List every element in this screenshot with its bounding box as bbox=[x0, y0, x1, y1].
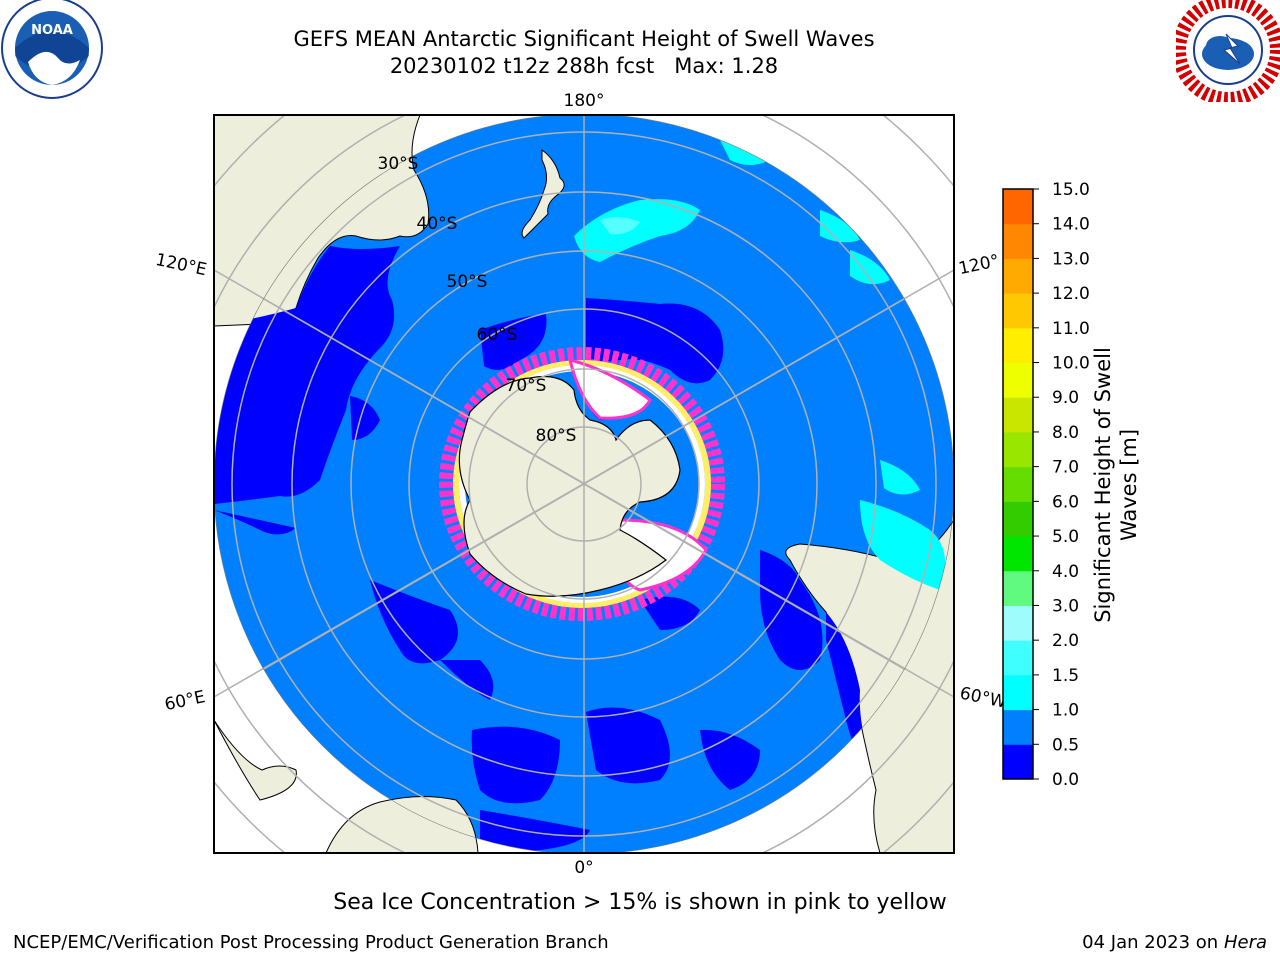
higher-swell-regions bbox=[574, 140, 946, 590]
latitude-label-60s: 60°S bbox=[477, 325, 518, 345]
colorbar-tick-label: 14.0 bbox=[1052, 215, 1090, 235]
footer-date: 04 Jan 2023 on Hera bbox=[1082, 932, 1267, 953]
colorbar-label: Significant Height of Swell Waves [m] bbox=[1090, 347, 1142, 623]
colorbar-tick-label: 8.0 bbox=[1052, 423, 1079, 443]
colorbar-cell bbox=[1003, 397, 1033, 433]
colorbar-cell bbox=[1003, 501, 1033, 537]
new-zealand-land bbox=[521, 149, 565, 239]
colorbar-frame bbox=[1002, 188, 1034, 780]
colorbar-cell bbox=[1003, 223, 1033, 259]
map-frame bbox=[213, 114, 955, 854]
title-line-1: GEFS MEAN Antarctic Significant Height o… bbox=[293, 27, 875, 51]
colorbar-cell bbox=[1003, 674, 1033, 711]
meridian-label-60w: 60°W bbox=[958, 683, 1008, 712]
colorbar-cell bbox=[1003, 431, 1033, 468]
colorbar-cell bbox=[1003, 293, 1033, 329]
colorbar-cell bbox=[1003, 189, 1033, 225]
latitude-label-70s: 70°S bbox=[506, 376, 547, 396]
chart-title: GEFS MEAN Antarctic Significant Height o… bbox=[293, 26, 874, 80]
colorbar-tick-label: 12.0 bbox=[1052, 284, 1090, 304]
colorbar-label-line-2: Waves [m] bbox=[1117, 428, 1141, 542]
colorbar-tick-label: 5.0 bbox=[1052, 527, 1079, 547]
colorbar-tick-label: 10.0 bbox=[1052, 354, 1090, 374]
latitude-label-40s: 40°S bbox=[417, 214, 458, 234]
sea-ice-note: Sea Ice Concentration > 15% is shown in … bbox=[333, 890, 947, 915]
colorbar-tick-label: 11.0 bbox=[1052, 319, 1090, 339]
colorbar-cell bbox=[1003, 570, 1033, 606]
colorbar-tick-label: 1.5 bbox=[1052, 666, 1079, 686]
colorbar-tick-label: 1.0 bbox=[1052, 701, 1079, 721]
colorbar-cell bbox=[1003, 709, 1033, 745]
colorbar-tick-label: 9.0 bbox=[1052, 388, 1079, 408]
national-weather-service-logo-icon bbox=[1176, 0, 1280, 102]
noaa-logo-icon: NOAA bbox=[1, 0, 103, 99]
latitude-label-30s: 30°S bbox=[378, 154, 419, 174]
colorbar-tick-label: 6.0 bbox=[1052, 492, 1079, 512]
colorbar-tick-label: 2.0 bbox=[1052, 631, 1079, 651]
colorbar-tick-label: 7.0 bbox=[1052, 458, 1079, 478]
colorbar-cell bbox=[1003, 605, 1033, 641]
colorbar-cell bbox=[1003, 744, 1033, 780]
meridian-label-120w: 120° bbox=[957, 251, 1001, 279]
colorbar-tick-label: 3.0 bbox=[1052, 596, 1079, 616]
antarctica-land bbox=[458, 375, 681, 597]
footer-date-text: 04 Jan 2023 on bbox=[1082, 932, 1224, 953]
colorbar-tick-label: 0.5 bbox=[1052, 735, 1079, 755]
footer-host: Hera bbox=[1223, 932, 1267, 953]
colorbar-tick-label: 4.0 bbox=[1052, 562, 1079, 582]
meridian-label-180: 180° bbox=[564, 91, 605, 111]
colorbar-cell bbox=[1003, 327, 1033, 364]
footer-credit: NCEP/EMC/Verification Post Processing Pr… bbox=[13, 932, 609, 953]
colorbar-tick-label: 0.0 bbox=[1052, 770, 1079, 790]
colorbar-cell bbox=[1003, 258, 1033, 294]
colorbar-cell bbox=[1003, 362, 1033, 398]
colorbar-tick-label: 13.0 bbox=[1052, 249, 1090, 269]
noaa-logo-text: NOAA bbox=[31, 23, 73, 38]
colorbar-cell bbox=[1003, 640, 1033, 676]
colorbar-cell bbox=[1003, 536, 1033, 572]
latitude-label-80s: 80°S bbox=[536, 426, 577, 446]
colorbar-cell bbox=[1003, 466, 1033, 502]
title-line-2: 20230102 t12z 288h fcst Max: 1.28 bbox=[389, 54, 779, 78]
meridian-label-0: 0° bbox=[574, 858, 593, 878]
meridian-label-120e: 120°E bbox=[154, 250, 209, 280]
colorbar: 15.0 14.0 13.0 12.0 11.0 10.0 9.0 8.0 7.0 6.0 5.0 4… bbox=[1002, 180, 1090, 790]
meridian-label-60e: 60°E bbox=[163, 687, 207, 715]
colorbar-tick-label: 15.0 bbox=[1052, 180, 1090, 200]
latitude-label-50s: 50°S bbox=[447, 272, 488, 292]
low-swell-regions bbox=[214, 246, 870, 853]
colorbar-label-line-1: Significant Height of Swell bbox=[1091, 347, 1115, 623]
